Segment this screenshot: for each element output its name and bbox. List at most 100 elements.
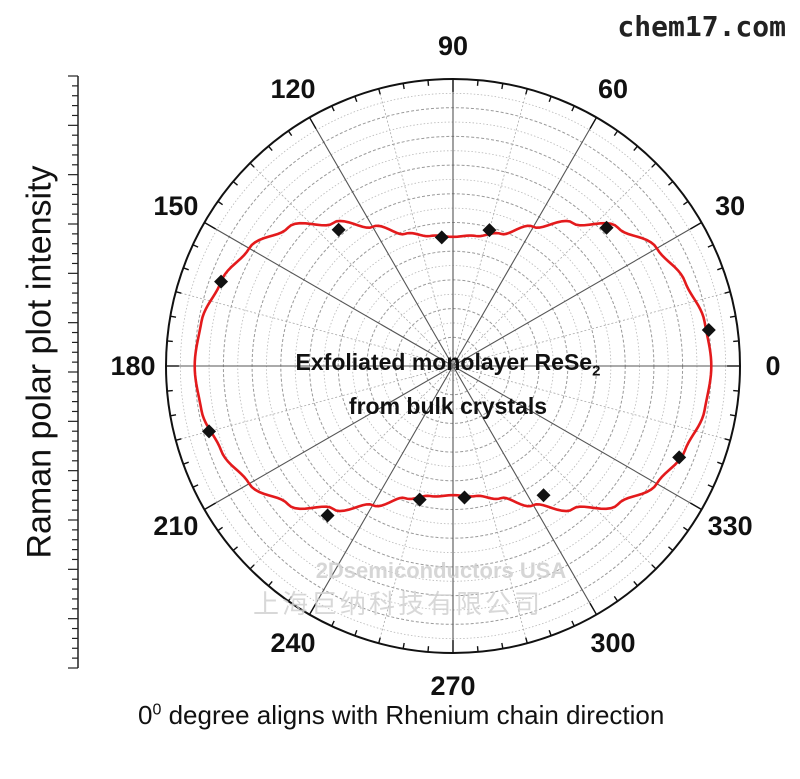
frame-tick bbox=[525, 637, 528, 644]
frame-tick bbox=[668, 546, 674, 552]
frame-tick bbox=[170, 315, 177, 318]
frame-tick bbox=[217, 200, 224, 206]
fit-curve-layer bbox=[193, 219, 713, 513]
frame-tick bbox=[170, 414, 177, 417]
frame-tick bbox=[548, 630, 552, 636]
frame-tick bbox=[192, 244, 199, 248]
frame-tick bbox=[232, 546, 238, 552]
frame-tick bbox=[682, 200, 689, 206]
frame-tick bbox=[167, 340, 173, 343]
grid-spoke bbox=[452, 365, 597, 615]
frame-tick bbox=[651, 564, 657, 570]
company-watermark: 2Dsemiconductors USA bbox=[315, 558, 567, 583]
annotation-line-1: Exfoliated monolayer ReSe2 bbox=[296, 345, 601, 389]
frame-tick bbox=[633, 581, 639, 587]
frame-tick bbox=[476, 80, 479, 86]
frame-tick bbox=[175, 291, 182, 294]
angle-tick-label: 60 bbox=[598, 74, 628, 104]
frame-tick bbox=[717, 461, 723, 465]
frame-tick bbox=[183, 461, 189, 465]
frame-tick bbox=[249, 162, 255, 168]
frame-tick bbox=[729, 414, 736, 417]
angle-tick-label: 150 bbox=[153, 191, 198, 221]
frame-tick bbox=[354, 630, 358, 636]
data-point bbox=[434, 230, 449, 245]
angle-tick-label: 30 bbox=[715, 191, 745, 221]
frame-tick bbox=[724, 438, 731, 441]
data-point bbox=[536, 488, 551, 503]
grid-spoke bbox=[452, 365, 702, 510]
frame-tick bbox=[354, 96, 358, 102]
frame-tick bbox=[427, 646, 430, 652]
frame-tick bbox=[613, 130, 619, 137]
grid-spoke bbox=[309, 365, 454, 615]
angle-tick-label: 210 bbox=[153, 511, 198, 541]
frame-tick bbox=[613, 595, 619, 602]
data-point bbox=[482, 223, 497, 238]
frame-tick bbox=[378, 637, 381, 644]
angle-tick-label: 330 bbox=[708, 511, 753, 541]
angle-tick-labels: 0 30 60 90 120 150 180 210 240 270 300 330 bbox=[110, 31, 780, 701]
frame-tick bbox=[668, 180, 674, 186]
angle-tick-label: 300 bbox=[590, 628, 635, 658]
frame-tick bbox=[571, 620, 575, 627]
polar-grid bbox=[165, 78, 741, 654]
frame-tick bbox=[331, 620, 335, 627]
data-point bbox=[331, 222, 346, 237]
caption-superscript: 0 bbox=[152, 701, 162, 719]
frame-tick bbox=[707, 484, 714, 488]
frame-tick bbox=[589, 603, 598, 615]
data-point bbox=[214, 274, 229, 289]
frame-tick bbox=[733, 389, 739, 392]
grid-spoke bbox=[204, 365, 454, 510]
frame-tick bbox=[287, 595, 293, 602]
frame-tick bbox=[571, 105, 575, 112]
frame-tick bbox=[287, 130, 293, 137]
frame-tick bbox=[175, 438, 182, 441]
company-watermark-cn: 上海巨纳科技有限公司 bbox=[252, 589, 544, 619]
frame-tick bbox=[249, 564, 255, 570]
angle-tick-label: 0 bbox=[765, 351, 780, 381]
angle-tick-label: 180 bbox=[110, 351, 155, 381]
data-point bbox=[412, 492, 427, 507]
frame-tick bbox=[267, 581, 273, 587]
site-watermark: chem17.com bbox=[617, 10, 786, 43]
angle-tick-label: 240 bbox=[270, 628, 315, 658]
annotation-text: Exfoliated monolayer ReSe bbox=[295, 349, 593, 375]
frame-tick bbox=[717, 267, 723, 271]
frame-tick bbox=[267, 145, 273, 151]
frame-tick bbox=[232, 180, 238, 186]
grid-spoke bbox=[204, 222, 454, 367]
data-point bbox=[599, 220, 614, 235]
frame-tick bbox=[682, 526, 689, 532]
angle-tick-label: 270 bbox=[430, 671, 475, 701]
data-point bbox=[320, 508, 335, 523]
frame-tick bbox=[589, 117, 598, 129]
frame-tick bbox=[690, 502, 702, 511]
annotation-subscript: 2 bbox=[592, 362, 601, 380]
data-point bbox=[672, 450, 687, 465]
data-point bbox=[457, 490, 472, 505]
chart-annotation: Exfoliated monolayer ReSe2 from bulk cry… bbox=[296, 345, 601, 424]
frame-tick bbox=[402, 83, 405, 90]
frame-tick bbox=[651, 162, 657, 168]
frame-tick bbox=[724, 291, 731, 294]
measured-points-layer bbox=[202, 220, 716, 523]
frame-tick bbox=[204, 502, 216, 511]
frame-tick bbox=[402, 642, 405, 649]
grid-spoke bbox=[452, 117, 597, 367]
fit-curve bbox=[193, 219, 713, 513]
angle-tick-label: 120 bbox=[270, 74, 315, 104]
caption-text: degree aligns with Rhenium chain directi… bbox=[161, 700, 665, 730]
frame-tick bbox=[729, 315, 736, 318]
frame-tick bbox=[733, 340, 739, 343]
frame-tick bbox=[378, 88, 381, 95]
frame-tick bbox=[308, 603, 317, 615]
frame-tick bbox=[501, 642, 504, 649]
frame-tick bbox=[192, 484, 199, 488]
frame-tick bbox=[217, 526, 224, 532]
frame-tick bbox=[525, 88, 528, 95]
caption-prefix: 0 bbox=[138, 700, 153, 730]
grid-spoke bbox=[309, 117, 454, 367]
